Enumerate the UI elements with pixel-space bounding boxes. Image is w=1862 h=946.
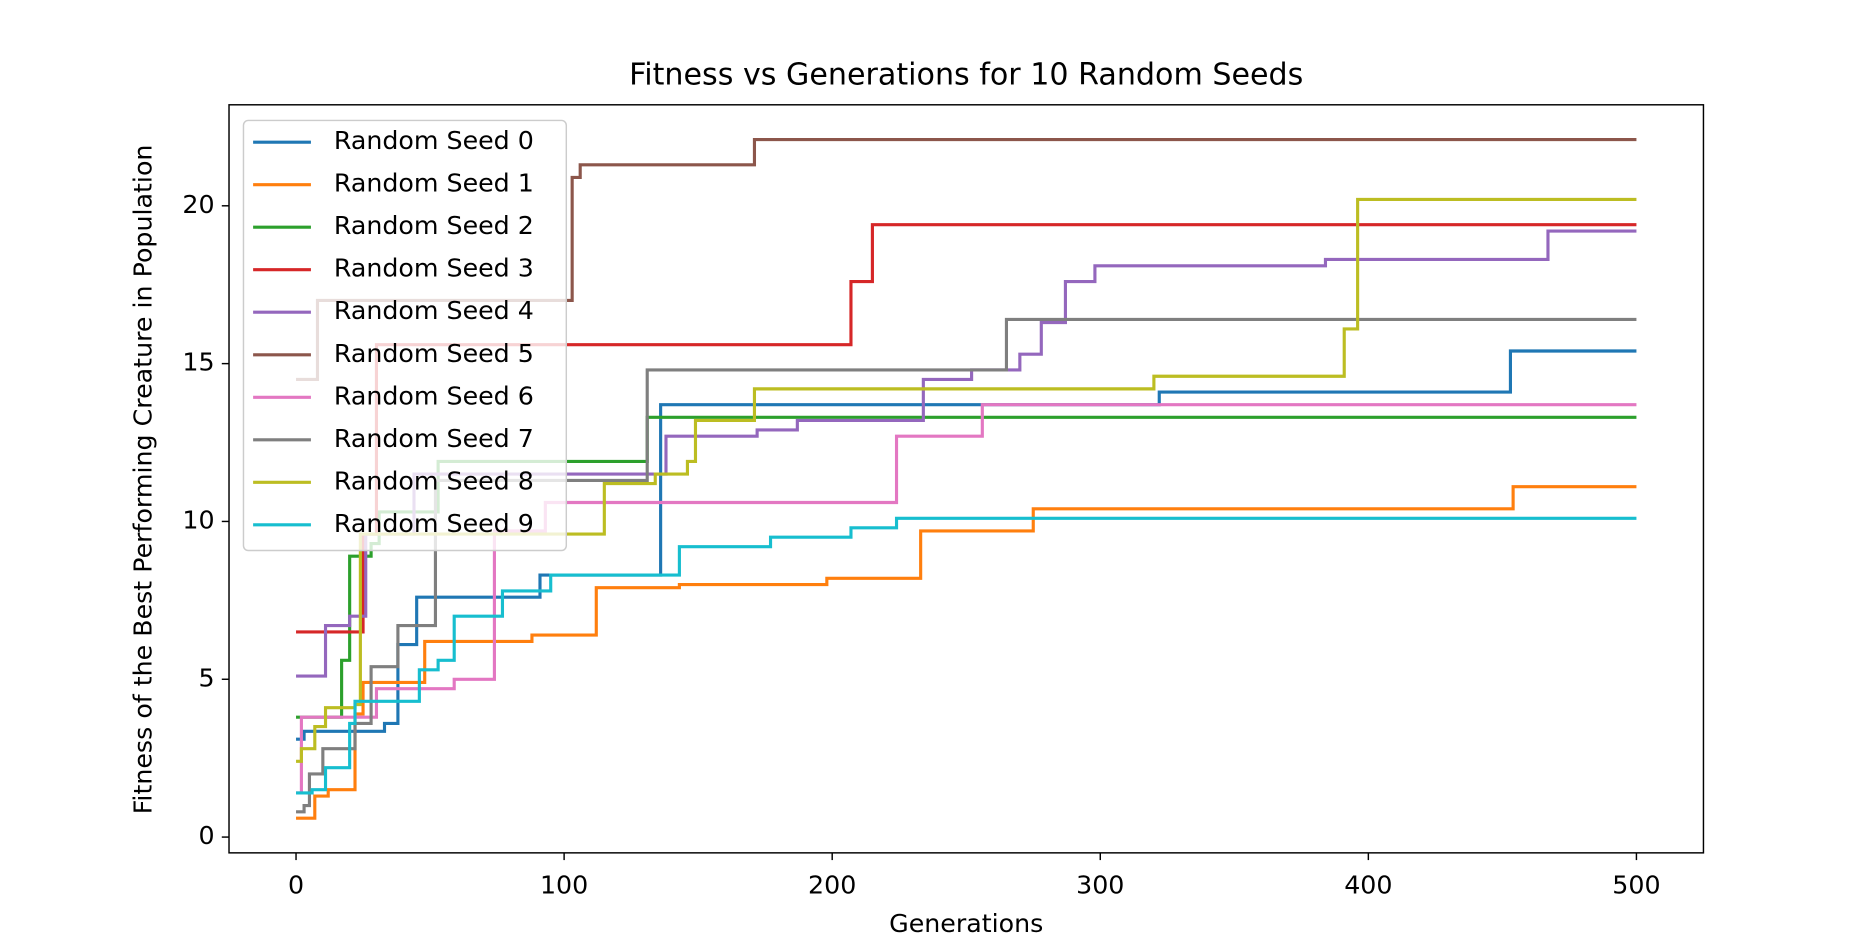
y-tick-label: 0 — [198, 821, 214, 850]
y-tick-label: 10 — [182, 505, 214, 534]
x-tick-label: 0 — [288, 871, 304, 900]
plot-frame — [228, 104, 1705, 854]
legend-label: Random Seed 2 — [334, 211, 534, 240]
series-line — [296, 485, 1637, 820]
series-line — [296, 516, 1637, 795]
series-line — [296, 349, 1637, 741]
series-line — [296, 317, 1637, 814]
legend-label: Random Seed 9 — [334, 509, 534, 538]
x-tick-label: 200 — [808, 871, 856, 900]
series-line — [296, 197, 1637, 763]
legend-label: Random Seed 3 — [334, 254, 534, 283]
y-axis-label: Fitness of the Best Performing Creature … — [129, 145, 158, 815]
y-tick-label: 20 — [182, 190, 214, 219]
series-line — [296, 403, 1637, 795]
x-tick-label: 100 — [540, 871, 588, 900]
y-tick-label: 15 — [182, 348, 214, 377]
series-line — [296, 229, 1637, 678]
legend-label: Random Seed 5 — [334, 339, 534, 368]
legend-label: Random Seed 8 — [334, 466, 534, 495]
legend-label: Random Seed 4 — [334, 296, 534, 325]
legend-box — [242, 119, 568, 552]
series-line — [296, 223, 1637, 634]
legend-label: Random Seed 6 — [334, 381, 534, 410]
y-tick-label: 5 — [198, 663, 214, 692]
legend-label: Random Seed 7 — [334, 424, 534, 453]
x-tick-label: 400 — [1344, 871, 1392, 900]
legend-label: Random Seed 1 — [334, 169, 534, 198]
x-axis-label: Generations — [889, 909, 1043, 938]
chart-title: Fitness vs Generations for 10 Random See… — [629, 57, 1303, 92]
x-tick-label: 500 — [1612, 871, 1660, 900]
legend-label: Random Seed 0 — [334, 126, 534, 155]
x-tick-label: 300 — [1076, 871, 1124, 900]
